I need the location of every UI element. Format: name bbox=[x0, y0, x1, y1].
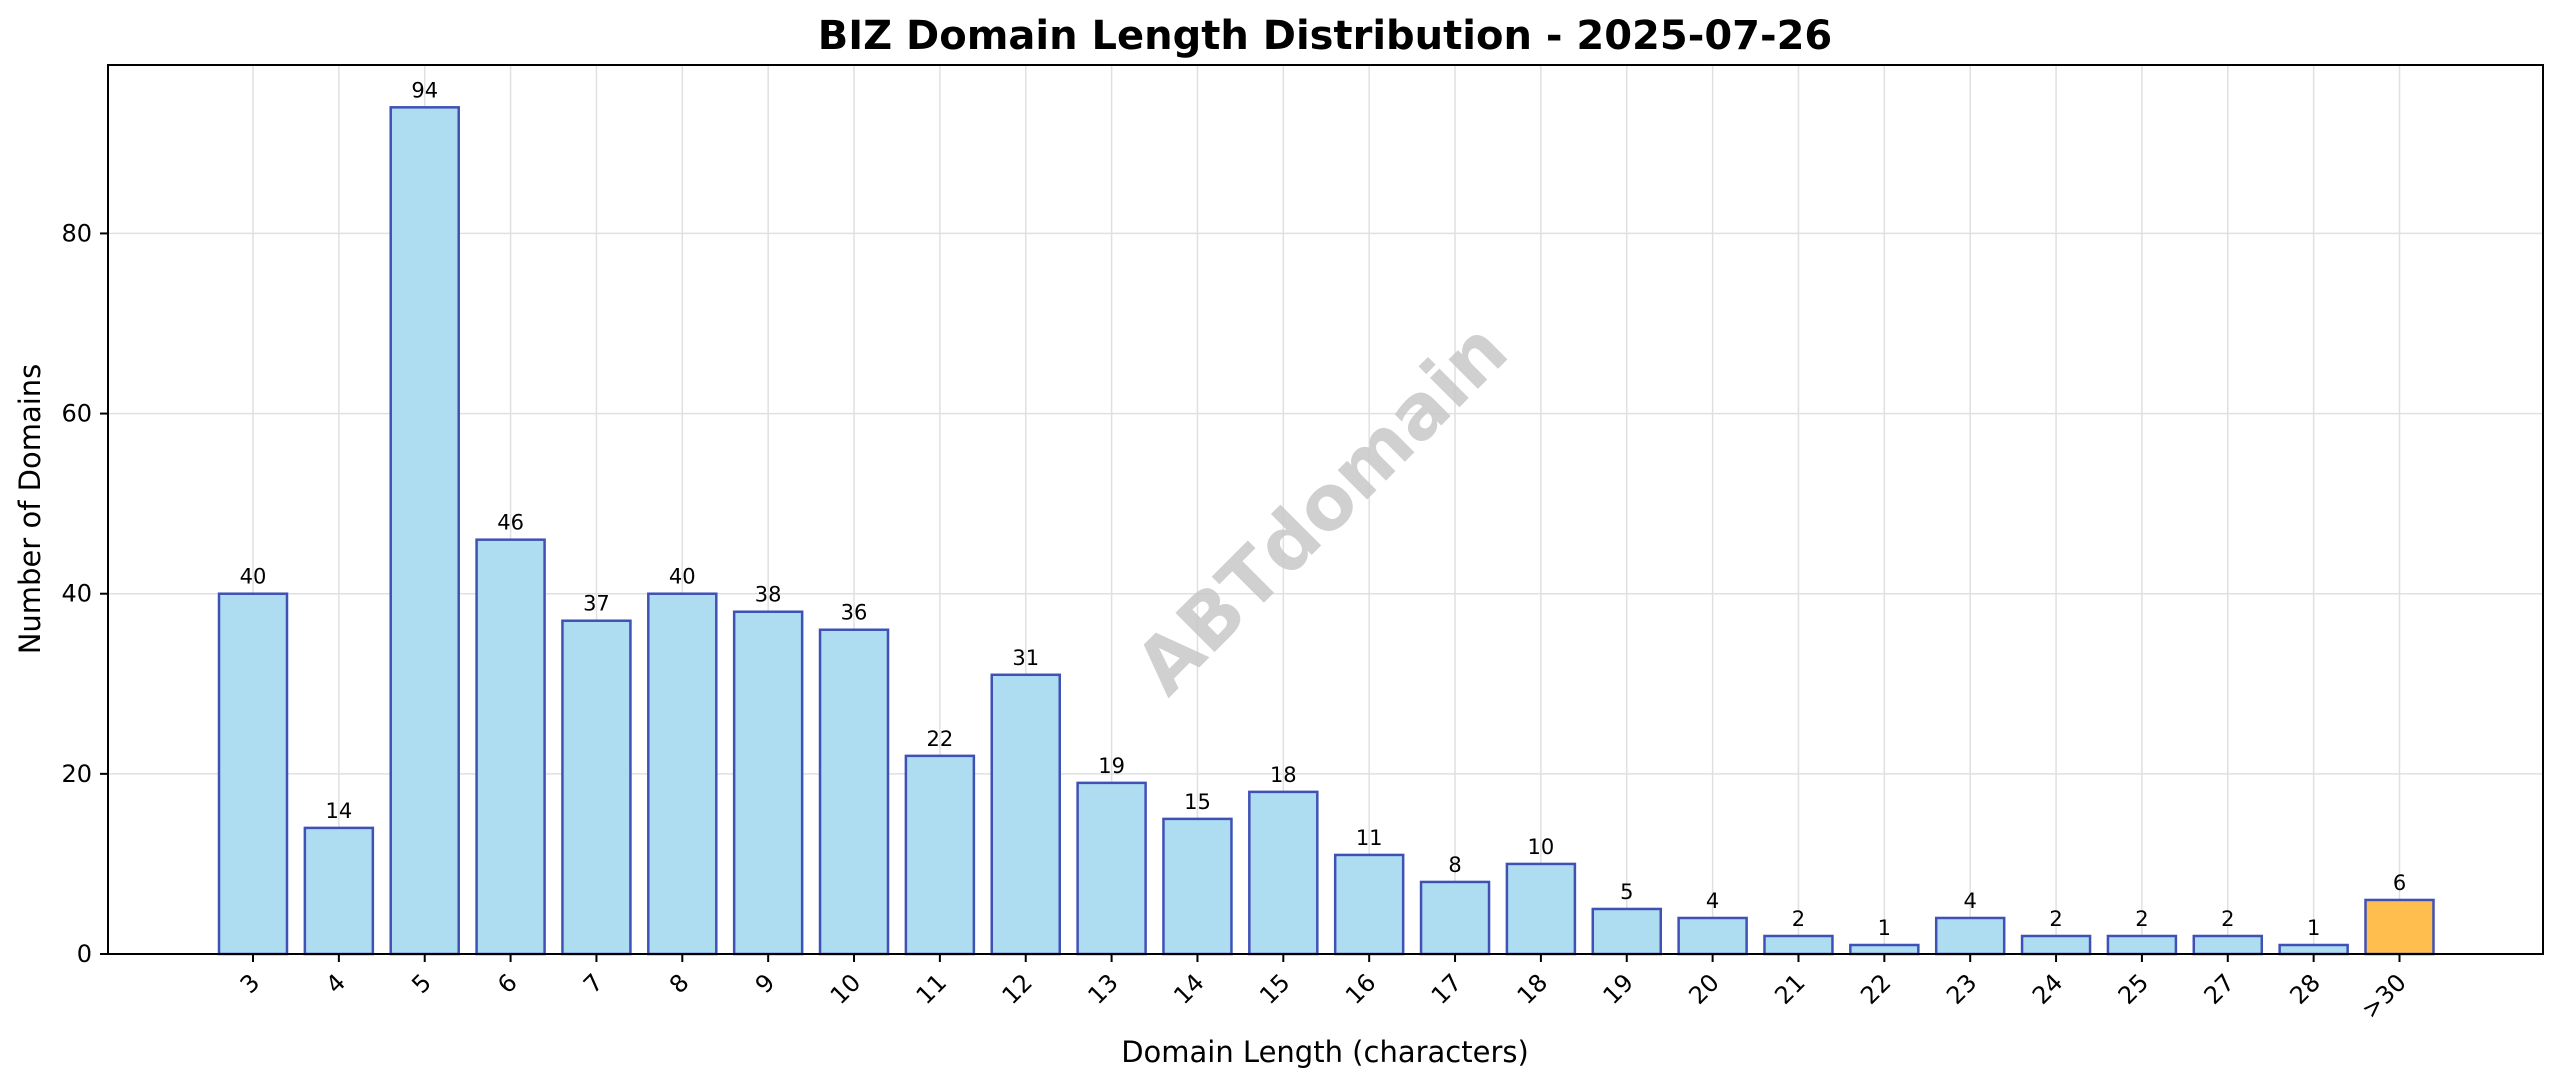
bar-value-label: 40 bbox=[669, 565, 696, 589]
y-tick-label: 40 bbox=[61, 580, 92, 608]
bar-value-label: 8 bbox=[1448, 853, 1461, 877]
bar-value-label: 2 bbox=[2049, 907, 2062, 931]
bar-value-label: 11 bbox=[1356, 826, 1383, 850]
bar-6 bbox=[475, 538, 546, 956]
y-tick-label: 60 bbox=[61, 400, 92, 428]
bar->30 bbox=[2364, 898, 2435, 956]
bar-18 bbox=[1505, 862, 1577, 956]
bar-25 bbox=[2106, 934, 2178, 956]
bar-value-label: 37 bbox=[583, 592, 610, 616]
bar-23 bbox=[1934, 916, 2006, 956]
bar-22 bbox=[1849, 943, 1920, 956]
bar-17 bbox=[1419, 880, 1491, 956]
bar-3 bbox=[217, 592, 289, 956]
bar-value-label: 14 bbox=[325, 799, 352, 823]
bar-24 bbox=[2020, 934, 2092, 956]
bar-28 bbox=[2278, 943, 2349, 956]
bar-value-label: 31 bbox=[1012, 646, 1039, 670]
bar-4 bbox=[303, 826, 375, 956]
bar-15 bbox=[1248, 790, 1319, 956]
bar-value-label: 5 bbox=[1620, 880, 1633, 904]
bar-5 bbox=[389, 106, 460, 956]
bar-value-label: 6 bbox=[2393, 871, 2406, 895]
bar-10 bbox=[818, 628, 890, 956]
y-axis-label: Number of Domains bbox=[13, 364, 47, 655]
bar-value-label: 4 bbox=[1706, 889, 1719, 913]
bar-value-label: 38 bbox=[755, 583, 782, 607]
bar-value-label: 18 bbox=[1270, 763, 1297, 787]
bar-value-label: 2 bbox=[2135, 907, 2148, 931]
bar-value-label: 10 bbox=[1528, 835, 1555, 859]
bar-8 bbox=[647, 592, 718, 956]
bar-value-label: 22 bbox=[927, 727, 954, 751]
bar-value-label: 19 bbox=[1098, 754, 1125, 778]
y-axis-ticks: 0 20 40 60 80 bbox=[61, 219, 108, 968]
bar-value-label: 36 bbox=[841, 601, 868, 625]
bar-14 bbox=[1162, 817, 1233, 956]
bar-value-label: 15 bbox=[1184, 790, 1211, 814]
bar-value-label: 2 bbox=[2221, 907, 2234, 931]
bar-12 bbox=[990, 673, 1061, 956]
bar-9 bbox=[732, 610, 804, 956]
bar-16 bbox=[1333, 853, 1405, 956]
bar-value-label: 46 bbox=[497, 511, 524, 535]
bar-value-label: 1 bbox=[2307, 916, 2320, 940]
y-tick-label: 0 bbox=[77, 940, 92, 968]
bar-value-label: 1 bbox=[1878, 916, 1891, 940]
bar-20 bbox=[1677, 916, 1748, 956]
bar-19 bbox=[1591, 907, 1663, 956]
chart-title: BIZ Domain Length Distribution - 2025-07… bbox=[818, 13, 1833, 59]
bar-value-label: 94 bbox=[411, 78, 438, 102]
y-tick-label: 80 bbox=[61, 219, 92, 247]
bar-21 bbox=[1763, 934, 1834, 956]
plot-frame bbox=[107, 64, 2544, 955]
bar-value-label: 40 bbox=[240, 565, 267, 589]
bar-value-label: 2 bbox=[1792, 907, 1805, 931]
bars bbox=[217, 106, 2435, 956]
bar-11 bbox=[904, 754, 976, 956]
y-tick-label: 20 bbox=[61, 760, 92, 788]
bar-13 bbox=[1076, 781, 1147, 956]
x-axis-label: Domain Length (characters) bbox=[1121, 1035, 1529, 1069]
bar-value-label: 4 bbox=[1964, 889, 1977, 913]
bar-27 bbox=[2192, 934, 2264, 956]
bar-7 bbox=[561, 619, 632, 956]
